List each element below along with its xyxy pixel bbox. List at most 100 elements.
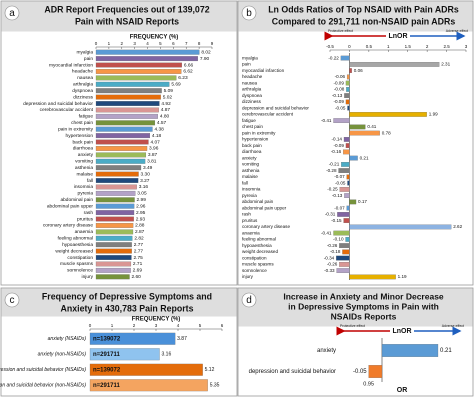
x-tick-label: 5 [159, 41, 162, 46]
bar [95, 242, 132, 248]
category-label: abdominal pain upper [242, 205, 287, 210]
bar [346, 74, 350, 80]
value-label: -0.16 [331, 149, 342, 154]
value-label: 3.87 [148, 152, 158, 158]
category-label: dizziness [242, 99, 262, 104]
value-label: 0.21 [360, 155, 369, 160]
category-label: anxiety [317, 348, 336, 354]
value-label: 2.96 [136, 203, 146, 209]
category-label: hypertension [66, 133, 94, 139]
x-tick-label: 6 [221, 323, 224, 328]
value-label: -0.06 [335, 74, 346, 79]
value-label: 2.93 [136, 216, 146, 222]
bar [345, 237, 350, 242]
value-label: 2.60 [132, 274, 142, 280]
panel-header [1, 1, 237, 32]
panel-title: in Depressive Symptoms in Pain with [288, 301, 439, 311]
bar [338, 168, 350, 173]
adverse-note: Adverse effect [446, 29, 468, 33]
bar-text: n=291711 [93, 383, 121, 389]
category-label: feeling abnormal [58, 236, 93, 242]
value-label: 2.31 [441, 62, 450, 67]
bar [95, 107, 159, 113]
bar [95, 126, 153, 132]
category-label: somnolence [67, 268, 93, 274]
bar [349, 130, 380, 136]
bar [343, 218, 350, 223]
category-label: hypertension [242, 137, 269, 142]
panel-letter: b [246, 8, 252, 19]
value-label: 4.57 [157, 120, 167, 126]
value-label: 4.92 [161, 101, 171, 107]
panel-badge [241, 292, 257, 308]
bar [333, 230, 350, 236]
panel-title: Increase in Anxiety and Minor Decrease [283, 291, 444, 301]
protective-note: Protective effect [328, 29, 353, 33]
value-label: 0.21 [440, 348, 452, 354]
bar [346, 87, 350, 92]
value-label: -0.15 [331, 218, 342, 223]
bar [346, 205, 350, 211]
value-label: 3.87 [177, 336, 187, 342]
value-label: -0.13 [332, 93, 343, 98]
category-label: anxiety [78, 152, 94, 158]
category-label: anxiety (NSAIDs) [48, 336, 87, 342]
value-label: 2.77 [134, 242, 144, 248]
bar [345, 99, 350, 105]
bar [337, 212, 350, 217]
bar [95, 165, 142, 171]
value-label: -0.13 [332, 193, 343, 198]
axis-title: FREQUENCY (%) [132, 317, 181, 323]
value-label: 2.88 [135, 223, 145, 229]
category-label: muscle spasms [242, 262, 274, 267]
value-label: -0.41 [321, 230, 332, 235]
category-label: asthenia [242, 168, 260, 173]
panel-title: Pain with NSAID Reports [75, 16, 179, 26]
bar [342, 249, 350, 255]
x-tick-label: 0 [89, 323, 92, 328]
value-label: 5.02 [163, 94, 173, 100]
bar [343, 137, 350, 142]
category-label: nausea [242, 80, 258, 85]
bar [95, 62, 182, 68]
value-label: -0.05 [353, 369, 367, 375]
category-label: cerebrovascular accident [40, 107, 94, 113]
bar [95, 235, 133, 241]
bar [368, 365, 383, 378]
category-label: dyspnoea [72, 88, 93, 94]
value-label: -0.08 [334, 87, 345, 92]
axis-title: LnOR [388, 33, 407, 40]
category-label: coronary artery disease [242, 224, 290, 229]
category-label: pain [242, 62, 251, 67]
x-tick-label: 3 [133, 41, 136, 46]
category-label: myalgia [242, 55, 258, 60]
x-tick-label: 1 [111, 323, 114, 328]
category-label: fatigue [79, 114, 94, 120]
x-tick-label: 6 [172, 41, 175, 46]
value-label: 6.23 [178, 75, 188, 81]
category-label: anaemia [75, 229, 94, 235]
x-tick-label: 8 [198, 41, 201, 46]
bar [95, 101, 160, 106]
bar [336, 268, 350, 273]
value-label: 4.80 [160, 114, 170, 120]
category-label: anxiety [242, 155, 257, 160]
bar [349, 124, 366, 130]
value-label: -0.05 [335, 180, 346, 185]
panel-title: Frequency of Depressive Symptoms and [42, 291, 212, 301]
bar-text: n=291711 [93, 352, 121, 358]
panel-header [238, 288, 473, 327]
value-label: 2.95 [136, 210, 146, 216]
axis-title: FREQUENCY (%) [130, 35, 179, 41]
bar [349, 155, 358, 161]
category-label: malaise [242, 174, 258, 179]
value-label: 4.87 [161, 107, 171, 113]
value-label: 2.77 [134, 248, 144, 254]
value-label: -0.28 [326, 168, 337, 173]
category-label: hypoaesthesia [62, 242, 93, 248]
value-label: 0.41 [367, 124, 376, 129]
category-label: pain in extremity [242, 130, 276, 135]
bar [349, 68, 352, 73]
category-label: anxiety (non-NSAIDs) [38, 352, 87, 358]
adverse-note: Adverse effect [442, 324, 464, 328]
